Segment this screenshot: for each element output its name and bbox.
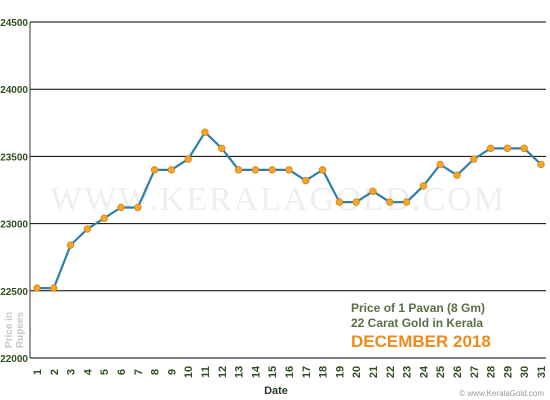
data-point [419,182,428,190]
x-tick-labels: 1 2 3 4 5 6 7 8 9 10 11 12 13 14 15 16 17 18 19 20 21 22 23 24 2… [32,365,548,378]
y-tick-labels: 22000 22500 23000 23500 24000 24500 [0,18,28,365]
x-tick-label: 14 [250,365,262,378]
data-point [100,214,108,222]
data-point [486,144,495,153]
x-tick-label: 16 [284,366,296,378]
data-point [218,144,226,153]
data-point [117,203,125,212]
data-point [268,166,276,174]
data-point [83,225,92,233]
x-tick-label: 17 [301,366,313,378]
y-axis-label-line1: Price in [4,312,15,348]
data-point [436,160,444,169]
x-tick-label: 6 [116,369,128,375]
data-point [302,176,310,185]
data-point [134,203,142,212]
x-tick-label: 20 [351,366,363,378]
data-point [537,160,545,169]
data-point [352,198,360,206]
x-tick-label: 2 [49,369,61,375]
data-point [251,166,260,174]
y-tick-label: 22500 [0,287,28,298]
y-tick-label: 23500 [0,152,28,163]
x-tick-label: 23 [402,366,414,378]
y-axis-label-line2: Rupees [15,312,26,349]
data-point [369,187,377,196]
x-tick-label: 27 [469,366,481,378]
x-tick-label: 4 [82,368,94,375]
x-tick-label: 22 [385,366,397,378]
x-tick-label: 21 [368,366,380,378]
data-point [470,155,478,163]
y-tick-label: 24500 [0,18,28,29]
x-tick-label: 3 [66,369,78,375]
y-tick-label: 23000 [0,220,28,231]
data-point [503,144,512,153]
x-tick-label: 18 [318,366,330,378]
x-tick-label: 9 [166,369,178,375]
data-point [234,166,243,174]
data-point [402,198,411,206]
x-tick-label: 31 [536,366,548,378]
x-tick-label: 13 [234,366,246,378]
annotation-carat: 22 Carat Gold in Kerala [351,316,483,330]
x-tick-label: 12 [217,366,229,378]
x-tick-label: 25 [435,366,447,378]
data-point [520,144,528,153]
data-point [201,128,209,136]
x-tick-label: 11 [200,366,212,378]
data-point [184,155,192,163]
data-point [453,171,461,179]
y-tick-label: 22000 [0,354,28,365]
data-point [285,166,293,174]
data-point [318,166,327,174]
data-point [50,284,58,292]
y-tick-label: 24000 [0,85,28,96]
data-point [386,198,394,206]
grid-lines [29,21,546,359]
x-tick-label: 19 [334,366,346,378]
x-tick-label: 24 [418,365,430,378]
data-point [167,166,176,174]
x-tick-label: 28 [486,366,498,378]
data-points [33,128,545,292]
x-tick-label: 30 [519,366,531,378]
annotation-month: DECEMBER 2018 [351,332,491,351]
watermark-text: WWW.KERALAGOLD.COM [50,181,506,218]
x-tick-label: 15 [267,366,279,378]
x-tick-label: 1 [32,369,44,375]
data-point [66,241,75,249]
x-axis-label: Date [264,385,288,397]
x-tick-label: 5 [99,369,111,375]
x-tick-label: 29 [502,366,514,378]
x-tick-label: 8 [150,369,162,375]
x-tick-label: 26 [452,366,464,378]
x-tick-label: 7 [133,369,145,375]
data-point [33,284,41,292]
data-point [335,198,344,206]
credit-text: © www.KeralaGold.com [459,389,544,398]
x-tick-label: 10 [183,366,195,378]
data-point [150,166,159,174]
annotation-pavan: Price of 1 Pavan (8 Gm) [351,301,485,315]
